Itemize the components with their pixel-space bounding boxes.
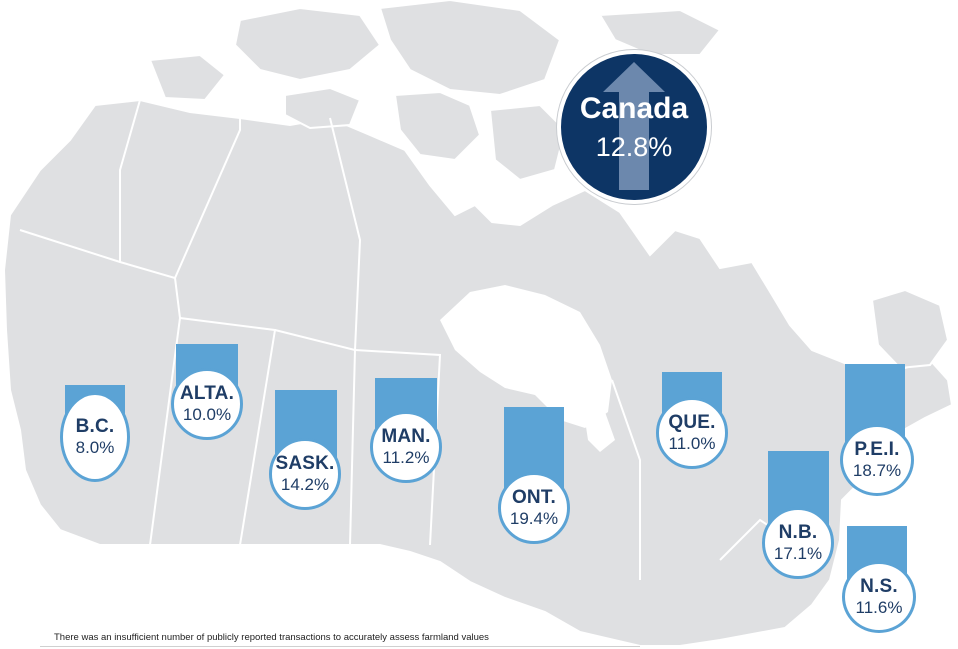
province-bubble-nb: N.B. 17.1%: [762, 507, 834, 579]
arctic-island: [393, 90, 482, 162]
james-bay: [585, 412, 615, 452]
province-label: MAN.: [381, 426, 431, 448]
province-label: P.E.I.: [854, 439, 900, 461]
province-value: 14.2%: [280, 475, 330, 495]
arctic-island: [378, 0, 562, 97]
national-value: 12.8%: [595, 132, 673, 162]
province-value: 17.1%: [773, 544, 823, 564]
province-value: 11.0%: [668, 434, 716, 454]
province-label: N.S.: [860, 576, 898, 598]
national-bubble: Canada 12.8%: [557, 50, 711, 204]
province-bubble-ns: N.S. 11.6%: [842, 561, 916, 633]
province-bubble-man: MAN. 11.2%: [370, 411, 442, 483]
province-bubble-bc: B.C. 8.0%: [60, 392, 130, 482]
arctic-island: [598, 8, 722, 56]
province-bubble-ont: ONT. 19.4%: [498, 472, 570, 544]
footnote: There was an insufficient number of publ…: [54, 632, 489, 643]
province-value: 10.0%: [182, 405, 232, 425]
mainland: [2, 98, 954, 647]
newfoundland: [870, 288, 950, 370]
province-label: SASK.: [275, 453, 335, 475]
province-bubble-sask: SASK. 14.2%: [269, 438, 341, 510]
province-borders: [19, 99, 791, 580]
arctic-island: [488, 103, 567, 182]
province-label: N.B.: [778, 522, 818, 544]
arctic-island: [284, 86, 362, 130]
province-label: QUE.: [668, 412, 716, 434]
province-value: 8.0%: [75, 438, 115, 458]
province-label: B.C.: [75, 416, 115, 438]
arctic-island: [233, 6, 382, 82]
province-value: 11.2%: [382, 448, 430, 468]
arctic-island: [148, 53, 227, 102]
hudson-bay: [440, 285, 612, 428]
national-label: Canada: [579, 92, 689, 125]
province-value: 19.4%: [509, 509, 559, 529]
province-bubble-pei: P.E.I. 18.7%: [840, 424, 914, 496]
province-label: ONT.: [511, 487, 557, 509]
province-label: ALTA.: [179, 383, 235, 405]
footnote-divider: [40, 646, 640, 647]
province-value: 18.7%: [852, 461, 902, 481]
up-arrow-icon: [603, 62, 665, 190]
province-bubble-alta: ALTA. 10.0%: [171, 368, 243, 440]
province-bubble-que: QUE. 11.0%: [656, 397, 728, 469]
province-value: 11.6%: [855, 598, 903, 618]
